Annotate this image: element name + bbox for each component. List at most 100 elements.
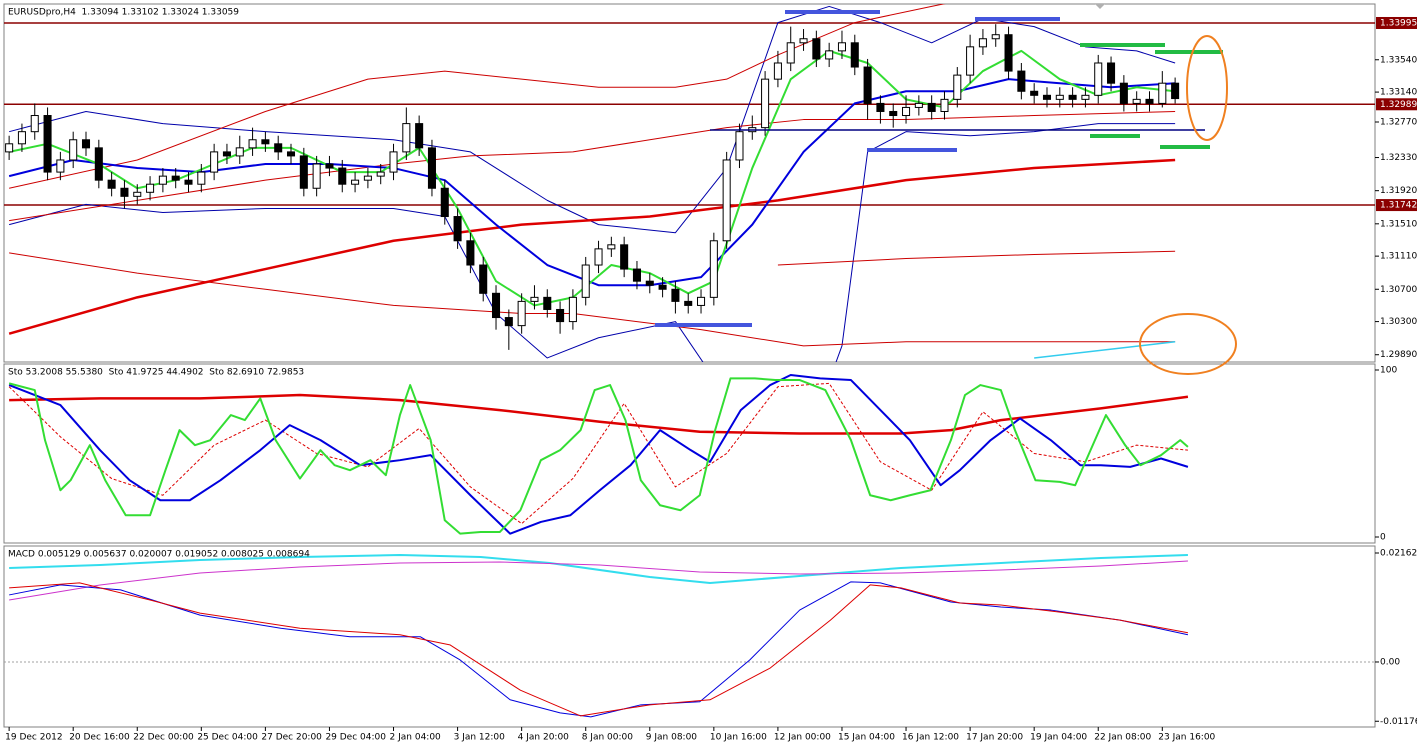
candle-body [632, 268, 641, 282]
candle-body [530, 296, 539, 302]
indicator-line [1034, 341, 1176, 359]
candle-body [876, 102, 885, 112]
candle-body [825, 50, 834, 60]
candle-body [1017, 70, 1026, 92]
x-tick-label: 12 Jan 00:00 [774, 733, 831, 743]
candle-body [1004, 34, 1013, 72]
y-tick-label: -0.01176 [1380, 717, 1417, 727]
x-tick-label: 16 Jan 12:00 [902, 733, 959, 743]
x-tick-label: 3 Jan 12:00 [454, 733, 506, 743]
price-level-label: 1.32989 [1380, 100, 1417, 110]
candle-body [184, 179, 193, 185]
indicator-line [8, 158, 1176, 335]
candle-body [389, 151, 398, 173]
candle-body [1081, 94, 1090, 100]
candle-body [491, 292, 501, 319]
candle-body [927, 102, 936, 112]
candle-body [902, 106, 911, 117]
shift-marker [1095, 4, 1105, 9]
candle-body [415, 123, 424, 149]
stochastic-panel [3, 363, 1376, 544]
candle-body [966, 46, 975, 76]
candle-body [658, 284, 667, 290]
candle-body [248, 139, 257, 149]
candle-body [376, 171, 385, 177]
x-tick-label: 9 Jan 08:00 [646, 733, 698, 743]
candle-body [30, 115, 39, 133]
price-level-tag [1376, 16, 1417, 29]
candle-body [158, 175, 167, 185]
candle-body [697, 296, 706, 306]
indicator-line [8, 377, 1189, 535]
candle-body [427, 147, 436, 189]
candle-body [120, 187, 129, 197]
candle-body [607, 244, 616, 250]
highlight-ellipse [1186, 35, 1228, 141]
candle-body [568, 296, 577, 323]
candle-body [517, 300, 526, 327]
candle-body [171, 175, 180, 181]
main-panel [3, 3, 1376, 363]
candle-body [363, 175, 372, 181]
price-level-label: 1.31742 [1380, 201, 1417, 211]
candle-body [17, 131, 26, 145]
price-level-label: 1.33995 [1380, 18, 1417, 28]
panel-content [4, 4, 1375, 362]
candle-body [69, 139, 78, 161]
x-tick-label: 22 Dec 00:00 [133, 733, 194, 743]
candle-body [274, 143, 283, 153]
candle-body [43, 115, 52, 173]
price-level-tag [1376, 199, 1417, 212]
y-tick-label: 1.31510 [1380, 219, 1417, 229]
candle-body [94, 147, 103, 181]
candle-body [312, 163, 321, 189]
candle-body [863, 66, 872, 104]
x-tick-label: 27 Dec 20:00 [261, 733, 322, 743]
candle-body [56, 159, 65, 173]
y-tick-label: 1.29890 [1380, 350, 1417, 360]
indicator-line [9, 553, 1188, 584]
macd-panel [3, 545, 1376, 728]
candle-body [504, 317, 513, 327]
panel-title: EURUSDpro,H4 1.33094 1.33102 1.33024 1.3… [8, 8, 239, 18]
candle-body [1107, 62, 1116, 84]
candle-body [914, 102, 923, 108]
candle-body [786, 42, 795, 64]
candle-body [402, 123, 411, 153]
candle-body [351, 179, 360, 185]
candle-body [299, 155, 308, 189]
candle-body [222, 151, 231, 157]
candle-body [1132, 98, 1141, 104]
indicator-line [777, 250, 1176, 266]
drawn-objects [655, 4, 1237, 375]
candle-body [581, 264, 590, 298]
candle-body [1030, 90, 1039, 96]
candle-body [837, 42, 846, 52]
indicator-line [9, 581, 1189, 718]
candle-body [978, 38, 987, 48]
y-tick-label: 1.31110 [1380, 252, 1417, 262]
candle-body [1055, 94, 1064, 100]
candle-body [1068, 94, 1077, 100]
x-tick-label: 4 Jan 20:00 [518, 733, 570, 743]
candle-body [1094, 62, 1103, 96]
y-tick-label: 1.32330 [1380, 153, 1417, 163]
candle-body [1171, 82, 1180, 100]
indicator-line [9, 110, 1176, 222]
candle-body [543, 296, 552, 310]
candle-body [940, 98, 949, 112]
y-tick-label: 0.021622 [1380, 548, 1417, 558]
candle-body [325, 163, 334, 169]
x-tick-label: 25 Dec 04:00 [197, 733, 258, 743]
x-tick-label: 29 Dec 04:00 [325, 733, 386, 743]
candle-body [1042, 94, 1052, 100]
candle-body [850, 42, 859, 68]
x-tick-label: 15 Jan 04:00 [838, 733, 895, 743]
candle-body [594, 248, 603, 266]
indicator-line [9, 4, 946, 189]
candle-body [953, 74, 962, 100]
x-tick-label: 23 Jan 16:00 [1158, 733, 1215, 743]
candle-body [5, 143, 14, 153]
candle-body [453, 216, 462, 242]
